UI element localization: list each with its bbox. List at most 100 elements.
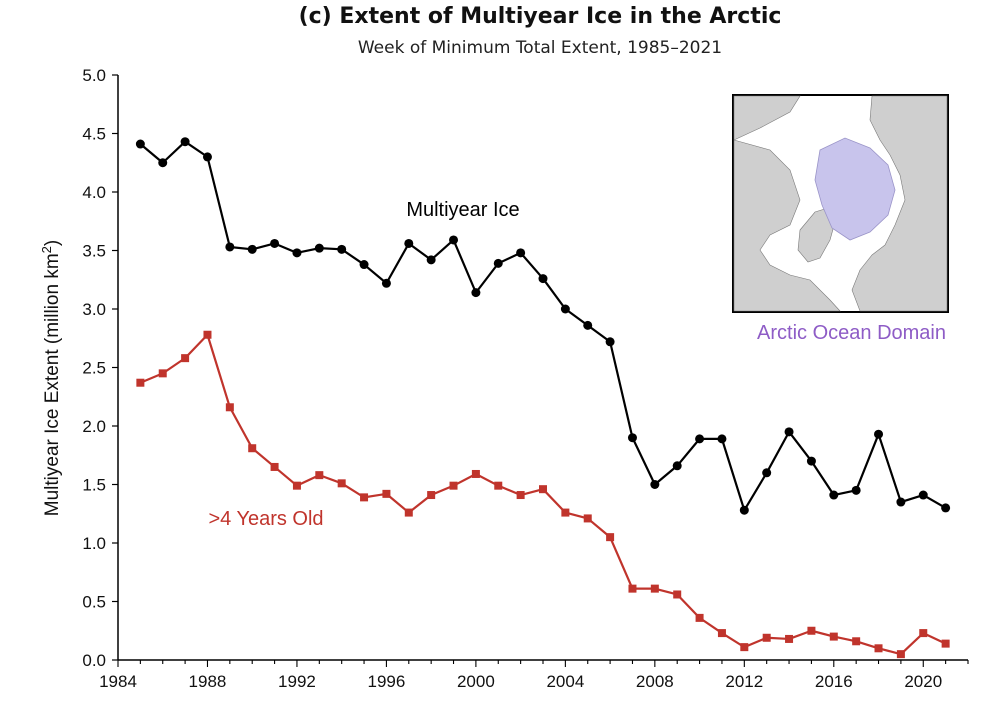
- data-point-multiyear-ice: [717, 434, 727, 444]
- data-point-multiyear-ice: [158, 158, 168, 168]
- data-point-over-4-years: [896, 650, 905, 659]
- data-point-multiyear-ice: [359, 260, 369, 270]
- data-point-multiyear-ice: [627, 433, 637, 443]
- x-axis: 1984 1988 1992 1996 2000 2004 2008 2012 2016 2020: [99, 660, 969, 691]
- y-tick-label: 0.0: [82, 651, 106, 670]
- data-point-multiyear-ice: [337, 244, 347, 254]
- chart-title: (c) Extent of Multiyear Ice in the Arcti…: [299, 4, 782, 29]
- data-point-over-4-years: [292, 481, 301, 490]
- data-point-multiyear-ice: [471, 288, 481, 298]
- data-point-multiyear-ice: [918, 490, 928, 500]
- chart-subtitle: Week of Minimum Total Extent, 1985–2021: [358, 38, 722, 58]
- data-point-over-4-years: [785, 634, 794, 643]
- data-point-multiyear-ice: [650, 480, 660, 489]
- data-point-multiyear-ice: [672, 461, 682, 471]
- data-point-multiyear-ice: [739, 505, 749, 515]
- data-point-multiyear-ice: [449, 235, 459, 245]
- data-point-over-4-years: [673, 590, 682, 599]
- y-axis-label-superscript: 2: [39, 246, 54, 253]
- series-layer: [135, 137, 951, 659]
- data-point-multiyear-ice: [851, 485, 861, 495]
- data-point-over-4-years: [471, 469, 480, 478]
- y-tick-label: 1.0: [82, 534, 106, 553]
- y-tick-label: 4.0: [82, 183, 106, 202]
- data-point-multiyear-ice: [516, 248, 526, 258]
- y-tick-label: 4.5: [82, 125, 106, 144]
- y-tick-label: 2.0: [82, 417, 106, 436]
- data-point-over-4-years: [874, 644, 883, 653]
- y-axis: 0.0 0.5 1.0 1.5 2.0 2.5 3.0 3.5 4.0 4.5 5.0: [82, 66, 118, 670]
- data-point-over-4-years: [762, 633, 771, 642]
- data-point-multiyear-ice: [762, 468, 772, 478]
- data-point-multiyear-ice: [493, 258, 503, 268]
- data-point-multiyear-ice: [202, 152, 212, 162]
- data-point-over-4-years: [449, 481, 458, 490]
- y-axis-label-group: Multiyear Ice Extent (million km2): [39, 240, 63, 516]
- data-point-multiyear-ice: [314, 243, 324, 253]
- x-tick-label: 2020: [904, 672, 942, 691]
- inset-land-left: [733, 95, 841, 312]
- x-tick-label: 2008: [636, 672, 674, 691]
- data-point-multiyear-ice: [874, 429, 884, 439]
- data-point-multiyear-ice: [404, 238, 414, 248]
- data-point-multiyear-ice: [381, 278, 391, 288]
- data-point-over-4-years: [158, 369, 167, 378]
- x-tick-label: 1988: [189, 672, 227, 691]
- x-tick-label: 1984: [99, 672, 137, 691]
- data-point-multiyear-ice: [247, 244, 257, 254]
- inset-land-right: [851, 95, 948, 312]
- data-point-over-4-years: [382, 489, 391, 498]
- data-point-over-4-years: [807, 626, 816, 635]
- data-point-over-4-years: [337, 479, 346, 488]
- data-point-multiyear-ice: [538, 274, 548, 284]
- data-point-over-4-years: [315, 471, 324, 480]
- data-point-over-4-years: [225, 403, 234, 412]
- data-point-over-4-years: [516, 491, 525, 500]
- x-tick-label: 1996: [368, 672, 406, 691]
- y-tick-label: 3.5: [82, 242, 106, 261]
- data-point-over-4-years: [606, 533, 615, 542]
- x-tick-label: 2004: [546, 672, 584, 691]
- data-point-over-4-years: [561, 508, 570, 517]
- inset-map-label: Arctic Ocean Domain: [757, 322, 946, 344]
- inset-land-bottom: [797, 207, 836, 263]
- x-tick-label: 2016: [815, 672, 853, 691]
- data-point-over-4-years: [181, 354, 190, 363]
- data-point-over-4-years: [628, 584, 637, 593]
- data-point-over-4-years: [583, 514, 592, 523]
- data-point-multiyear-ice: [806, 456, 816, 466]
- data-point-over-4-years: [650, 584, 659, 593]
- data-point-over-4-years: [494, 481, 503, 490]
- data-point-multiyear-ice: [829, 490, 839, 500]
- data-point-over-4-years: [941, 639, 950, 648]
- data-point-multiyear-ice: [583, 320, 593, 330]
- data-point-multiyear-ice: [560, 304, 570, 314]
- data-point-multiyear-ice: [225, 242, 235, 252]
- y-tick-label: 5.0: [82, 66, 106, 85]
- data-point-multiyear-ice: [784, 427, 794, 437]
- y-tick-label: 0.5: [82, 593, 106, 612]
- series-line-over-4-years: [139, 333, 947, 656]
- data-point-over-4-years: [404, 508, 413, 517]
- x-tick-label: 1992: [278, 672, 316, 691]
- data-point-multiyear-ice: [180, 137, 190, 147]
- x-tick-label: 2000: [457, 672, 495, 691]
- data-point-over-4-years: [829, 632, 838, 641]
- y-tick-label: 2.5: [82, 359, 106, 378]
- data-point-over-4-years: [136, 378, 145, 387]
- data-point-over-4-years: [203, 330, 212, 339]
- series-label-multiyear-ice: Multiyear Ice: [406, 199, 519, 221]
- data-point-over-4-years: [919, 629, 928, 638]
- data-point-over-4-years: [360, 493, 369, 502]
- y-tick-label: 3.0: [82, 300, 106, 319]
- data-point-multiyear-ice: [605, 337, 615, 347]
- data-point-over-4-years: [248, 444, 257, 453]
- y-axis-label-tail: ): [42, 240, 63, 246]
- data-point-multiyear-ice: [426, 255, 436, 265]
- data-point-over-4-years: [270, 462, 279, 471]
- inset-arctic-ocean-domain: [814, 137, 896, 241]
- data-point-over-4-years: [427, 491, 436, 500]
- data-point-multiyear-ice: [135, 139, 145, 149]
- x-tick-label: 2012: [725, 672, 763, 691]
